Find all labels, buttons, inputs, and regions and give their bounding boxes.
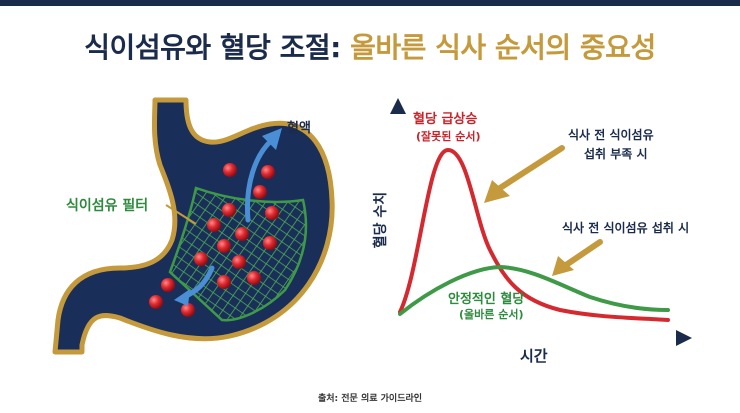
blood-label: 혈액	[287, 121, 311, 136]
spike-sublabel: (잘못된 순서)	[416, 130, 481, 143]
stomach-illustration	[52, 97, 335, 355]
x-axis-arrowhead	[676, 330, 692, 346]
x-axis-label: 시간	[520, 347, 548, 365]
fiber-filter-label: 식이섬유 필터	[66, 198, 149, 214]
spike-curve	[398, 147, 670, 322]
annotation-no-fiber-line1: 식사 전 식이섬유	[568, 128, 654, 142]
annotation-arrow-fiber-icon	[552, 239, 603, 276]
stable-curve	[398, 264, 670, 316]
top-bar	[0, 0, 740, 6]
stable-label: 안정적인 혈당	[448, 292, 525, 307]
page-title: 식이섬유와 혈당 조절: 올바른 식사 순서의 중요성	[0, 26, 740, 66]
annotation-fiber: 식사 전 식이섬유 섭취 시	[562, 221, 690, 235]
glucose-chart	[390, 98, 692, 346]
title-part-2: 올바른 식사 순서의 중요성	[350, 31, 656, 64]
annotation-arrow-no-fiber-icon	[484, 145, 565, 203]
source-footnote: 출처: 전문 의료 가이드라인	[317, 394, 423, 404]
title-part-1: 식이섬유와 혈당 조절:	[84, 31, 341, 64]
filter-leader-line	[165, 204, 197, 225]
annotation-no-fiber-line2: 섭취 부족 시	[584, 147, 648, 161]
outflow-arrow-icon	[174, 265, 215, 306]
glucose-particles	[149, 163, 279, 317]
stable-sublabel: (올바른 순서)	[459, 308, 524, 321]
y-axis-arrowhead	[390, 98, 406, 114]
fiber-filter-mesh	[168, 186, 308, 322]
spike-label: 혈당 급상승	[413, 112, 478, 127]
y-axis-label: 혈당 수치	[373, 191, 390, 249]
absorption-arrow-icon	[244, 128, 282, 223]
